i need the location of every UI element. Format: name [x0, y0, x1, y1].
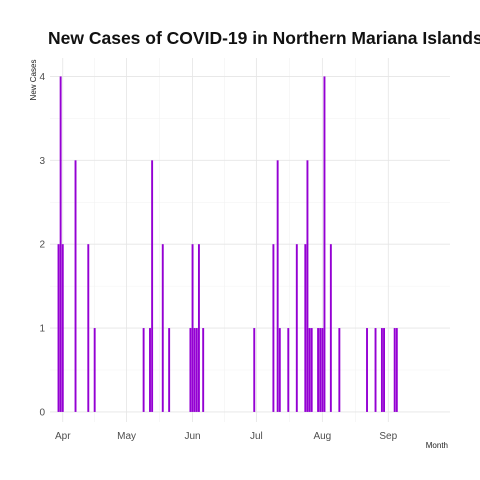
bar [272, 244, 275, 412]
x-tick-label: Aug [313, 431, 331, 442]
bar [304, 244, 307, 412]
y-tick-labels: 0 1 2 3 4 [39, 72, 45, 418]
bar [323, 76, 326, 412]
y-tick-label: 2 [39, 240, 45, 251]
bar [59, 76, 62, 412]
bar [57, 244, 60, 412]
x-tick-label: Apr [55, 431, 71, 442]
bar [202, 328, 205, 412]
bar [61, 244, 64, 412]
bar [161, 244, 164, 412]
bar [310, 328, 313, 412]
bar [93, 328, 96, 412]
y-axis-label: New Cases [29, 60, 38, 101]
bar [276, 160, 279, 412]
x-tick-label: Sep [379, 431, 397, 442]
grid [50, 58, 450, 422]
bar [191, 244, 194, 412]
bar [319, 328, 322, 412]
bars [57, 76, 398, 412]
bar [295, 244, 298, 412]
x-axis-label: Month [426, 441, 448, 450]
bar [193, 328, 196, 412]
bar [87, 244, 90, 412]
bar [374, 328, 377, 412]
bar [393, 328, 396, 412]
bar [380, 328, 383, 412]
y-tick-label: 1 [39, 324, 45, 335]
y-tick-label: 3 [39, 156, 45, 167]
bar [383, 328, 385, 412]
x-tick-label: May [117, 431, 136, 442]
bar [168, 328, 171, 412]
chart-title: New Cases of COVID-19 in Northern Marian… [48, 28, 480, 48]
bar [149, 328, 151, 412]
bar [366, 328, 368, 412]
bar [278, 328, 281, 412]
bar [253, 328, 256, 412]
bar [195, 328, 198, 412]
bar [189, 328, 192, 412]
bar [329, 244, 332, 412]
bar [338, 328, 341, 412]
bar [287, 328, 290, 412]
bar [308, 328, 311, 412]
y-tick-label: 0 [39, 407, 45, 418]
bar [197, 244, 200, 412]
y-tick-label: 4 [39, 72, 45, 83]
bar [317, 328, 320, 412]
bar [395, 328, 398, 412]
x-tick-labels: Apr May Jun Jul Aug Sep [55, 431, 398, 442]
bar [321, 328, 324, 412]
x-tick-label: Jul [250, 431, 263, 442]
bar [74, 160, 77, 412]
bar [142, 328, 145, 412]
bar [306, 160, 309, 412]
bar [151, 160, 154, 412]
x-tick-label: Jun [184, 431, 200, 442]
